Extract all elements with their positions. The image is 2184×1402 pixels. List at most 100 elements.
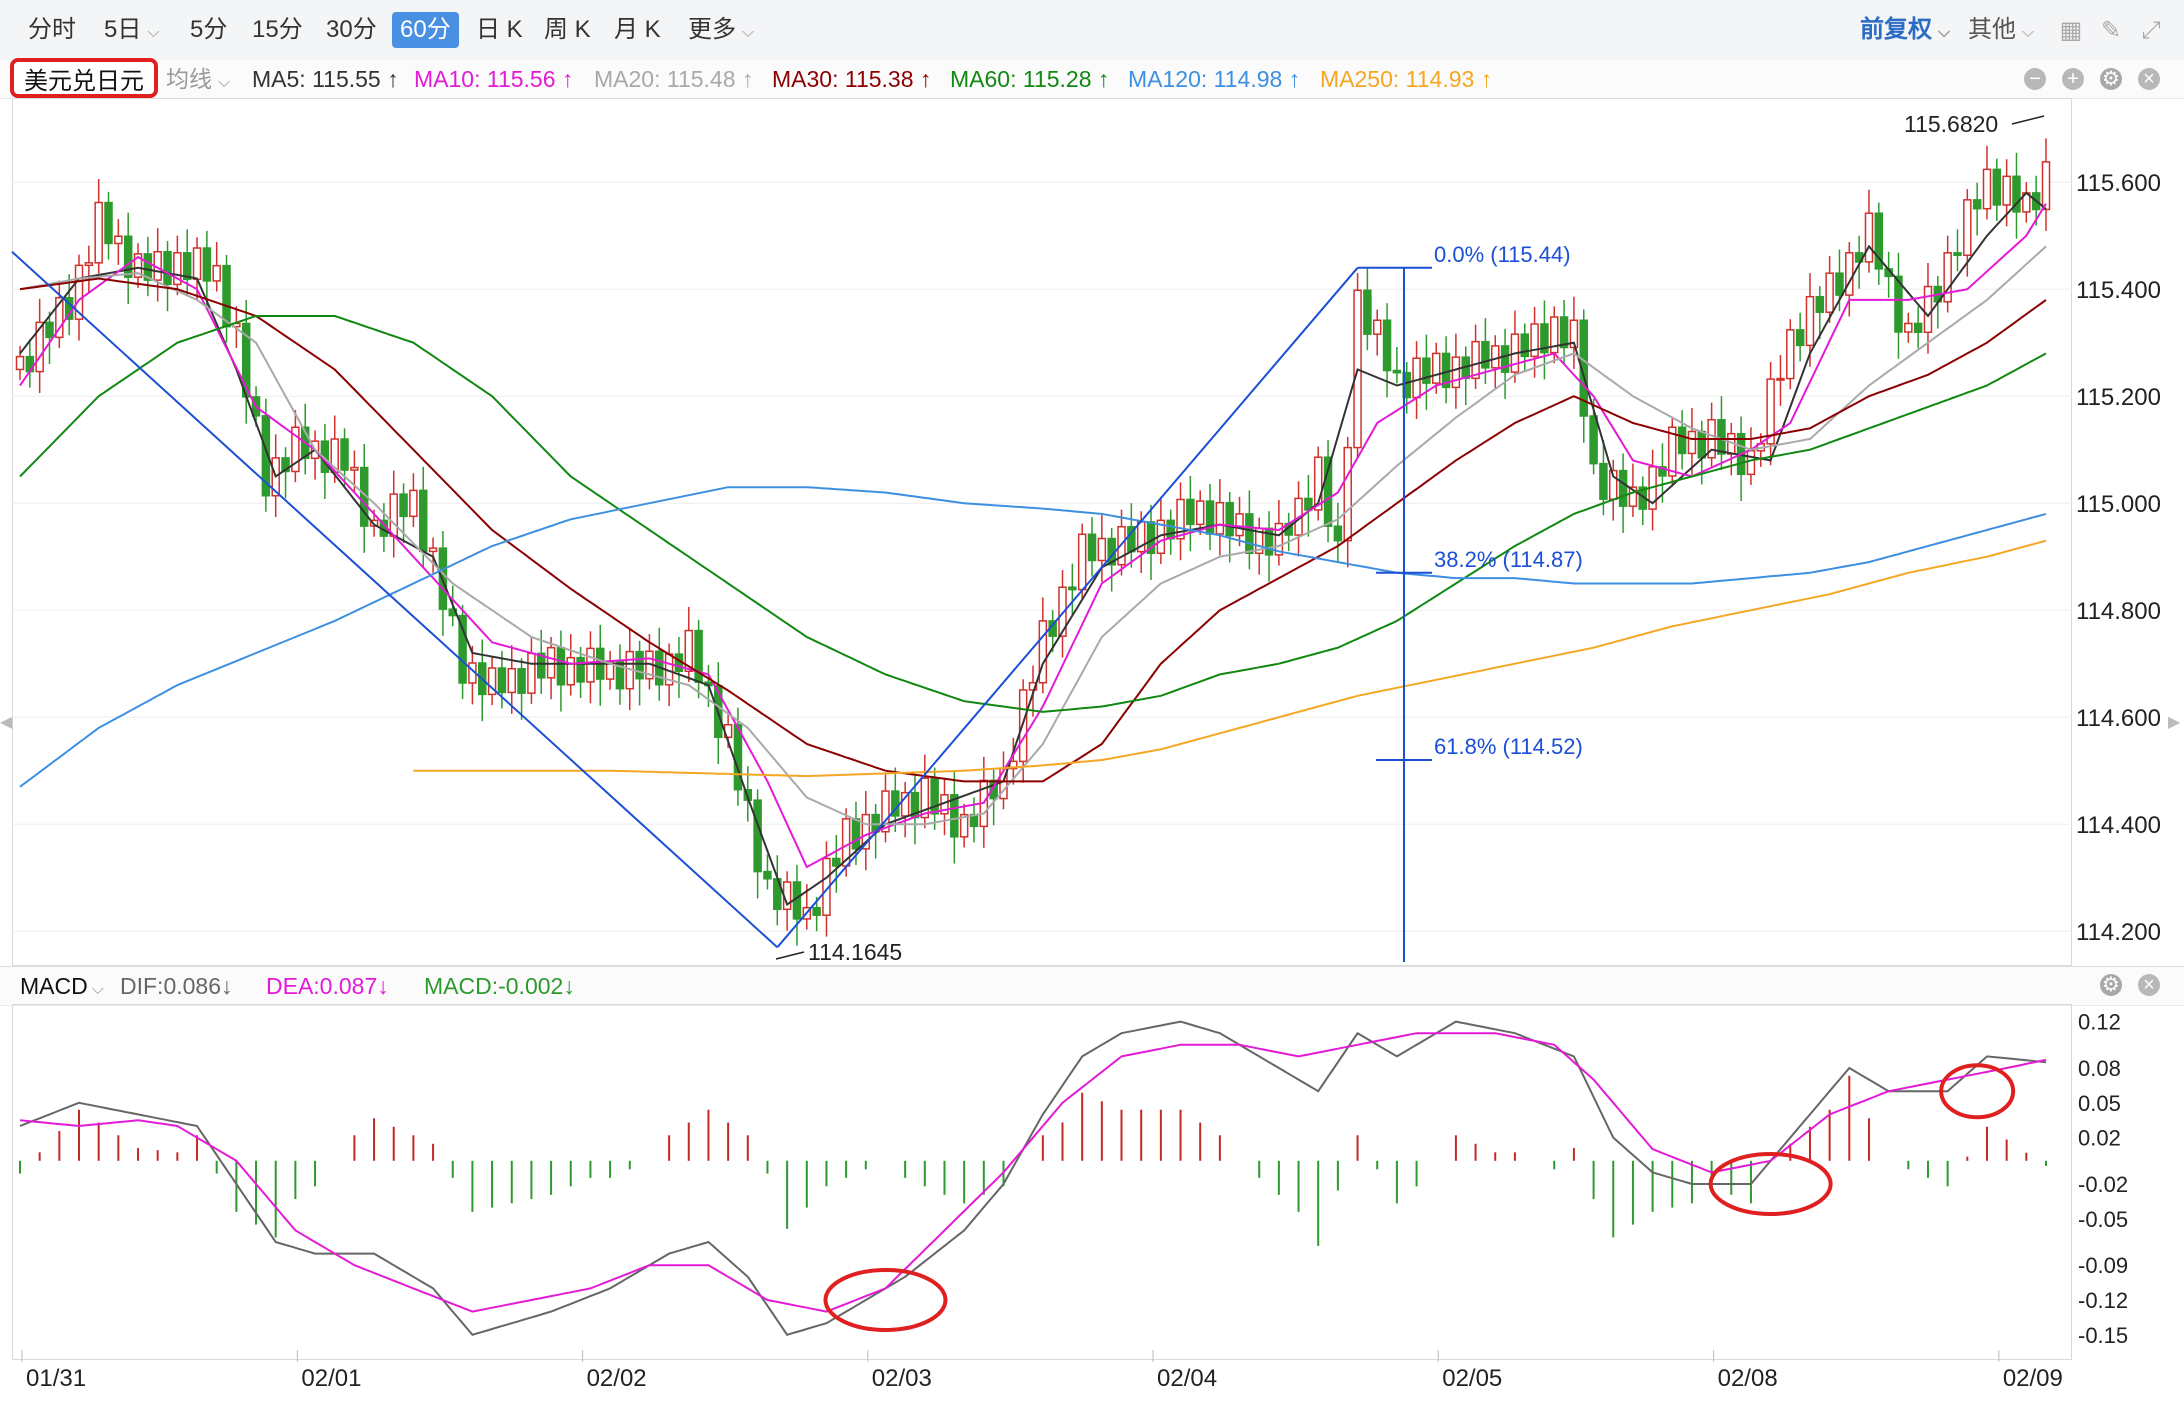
tab-label: 周 K [544,16,591,43]
candle-body [1304,497,1313,511]
candle-body [1569,319,1579,349]
fibonacci: 0.0% (115.44) 38.2% (114.87) 61.8% (114.52… [1357,242,1583,962]
candle-body [1776,377,1785,381]
candle-body [35,321,44,373]
minus-icon[interactable]: − [2024,68,2046,90]
macd-panel-frame [12,1004,2072,1360]
candle-body [1845,252,1854,296]
x-tick-label: 02/09 [2003,1365,2063,1392]
expand-icon[interactable]: ⤢ [2141,17,2161,44]
tab-3[interactable]: 15分 [244,12,311,48]
ma-legend-item: MA20: 115.48 ↑ [594,66,754,92]
candle-body [1825,272,1834,313]
candle-body [1176,498,1185,540]
candle-body [1205,500,1215,535]
tab-7[interactable]: 周 K [536,12,599,48]
candle-body [428,547,438,553]
tab-8[interactable]: 月 K [606,12,669,48]
tab-9[interactable]: 更多 ⌵ [680,12,762,48]
layout-grid-icon[interactable]: ▦ [2059,17,2083,44]
candle-body [1166,519,1175,540]
x-axis: 01/31 02/01 02/02 02/03 02/04 02/05 02/08 02/09 [21,1350,2063,1392]
candle-body [1215,501,1225,535]
candle-body [222,264,231,328]
price-tick-label: 114.400 [2076,812,2161,839]
ma-legend-item: MA5: 115.55 ↑ [252,66,399,92]
candle-body [182,252,192,281]
max-price-label: 115.6820 [1904,111,1998,137]
candle-body [173,252,182,286]
candle-body [1245,513,1254,554]
price-tick-label: 115.400 [2076,277,2161,304]
candle-body [340,438,349,471]
min-price-pointer [775,951,805,960]
price-tick-label: 114.800 [2076,598,2161,625]
candle-body [1923,285,1933,334]
candle-body [1412,357,1421,399]
candle-body [1786,329,1795,380]
tab-0[interactable]: 分时 [20,12,84,48]
candle-body [399,493,408,518]
tab-6[interactable]: 日 K [468,12,531,48]
candle-body [1618,469,1628,507]
candle-body [1746,450,1756,476]
candle-body [930,777,939,815]
candle-body [1972,199,1982,210]
macd-tick-label: -0.05 [2078,1207,2128,1232]
fib-label: 0.0% (115.44) [1434,242,1571,267]
tab-5[interactable]: 60分 [392,12,459,48]
plus-icon[interactable]: + [2062,68,2084,90]
gear-icon[interactable]: ⚙ [2100,68,2122,90]
close-icon[interactable]: × [2138,68,2160,90]
candle-body [1235,513,1244,537]
candle-body [1697,430,1707,459]
x-tick-label: 02/01 [301,1365,361,1392]
candle-body [133,253,143,278]
macd-line-dif [19,1020,2047,1336]
scroll-right-icon[interactable]: ▶ [2168,714,2181,731]
price-tick-label: 115.200 [2076,384,2161,411]
tab-label: 5分 [190,16,228,43]
candle-body [1225,501,1234,537]
ma-line-ma60 [19,315,2047,713]
pen-icon[interactable]: ✎ [2100,17,2122,44]
macd-macd-value: MACD:-0.002↓ [424,973,575,999]
tab-2[interactable]: 5分 [182,12,235,48]
candle-body [1333,525,1343,542]
macd-gear-icon[interactable]: ⚙ [2100,974,2122,996]
chevron-down-icon: ⌵ [2022,24,2035,41]
chevron-down-icon: ⌵ [147,24,160,41]
candle-body [881,790,890,833]
macd-close-icon[interactable]: × [2138,974,2160,996]
candle-body [55,297,64,339]
candle-body [2012,175,2021,213]
candle-body [1953,252,1962,256]
candle-body [556,646,566,686]
candle-body [900,791,910,817]
price-panel-frame [12,98,2072,966]
candle-body [143,253,153,281]
macd-tick-label: -0.12 [2078,1288,2128,1313]
fib-label: 61.8% (114.52) [1434,734,1583,759]
symbol-label[interactable]: 美元兑日元 [10,58,158,98]
macd-axis: 0.12 0.08 0.05 0.02 -0.02 -0.05 -0.09 -0.12 -0.1… [2078,1010,2128,1348]
candle-body [114,235,123,245]
ma-line-ma30 [19,277,2047,783]
candle-body [733,723,743,791]
candle-body [1864,212,1874,263]
tab-1[interactable]: 5日 ⌵ [96,12,168,48]
ma-select[interactable]: 均线 ⌵ [166,60,230,98]
other-select[interactable]: 其他 ⌵ [1968,12,2034,48]
candle-body [1382,319,1392,372]
candle-body [527,652,536,694]
candle-body [45,321,54,339]
macd-select[interactable]: MACD ⌵ [20,966,104,1004]
candle-body [497,667,507,694]
adjust-select[interactable]: 前复权 ⌵ [1860,12,1950,48]
scroll-left-icon[interactable]: ◀ [0,714,13,731]
tab-label: 日 K [476,16,523,43]
tab-4[interactable]: 30分 [318,12,385,48]
candle-body [1913,322,1923,334]
macd-legend-bar [0,966,2184,1006]
